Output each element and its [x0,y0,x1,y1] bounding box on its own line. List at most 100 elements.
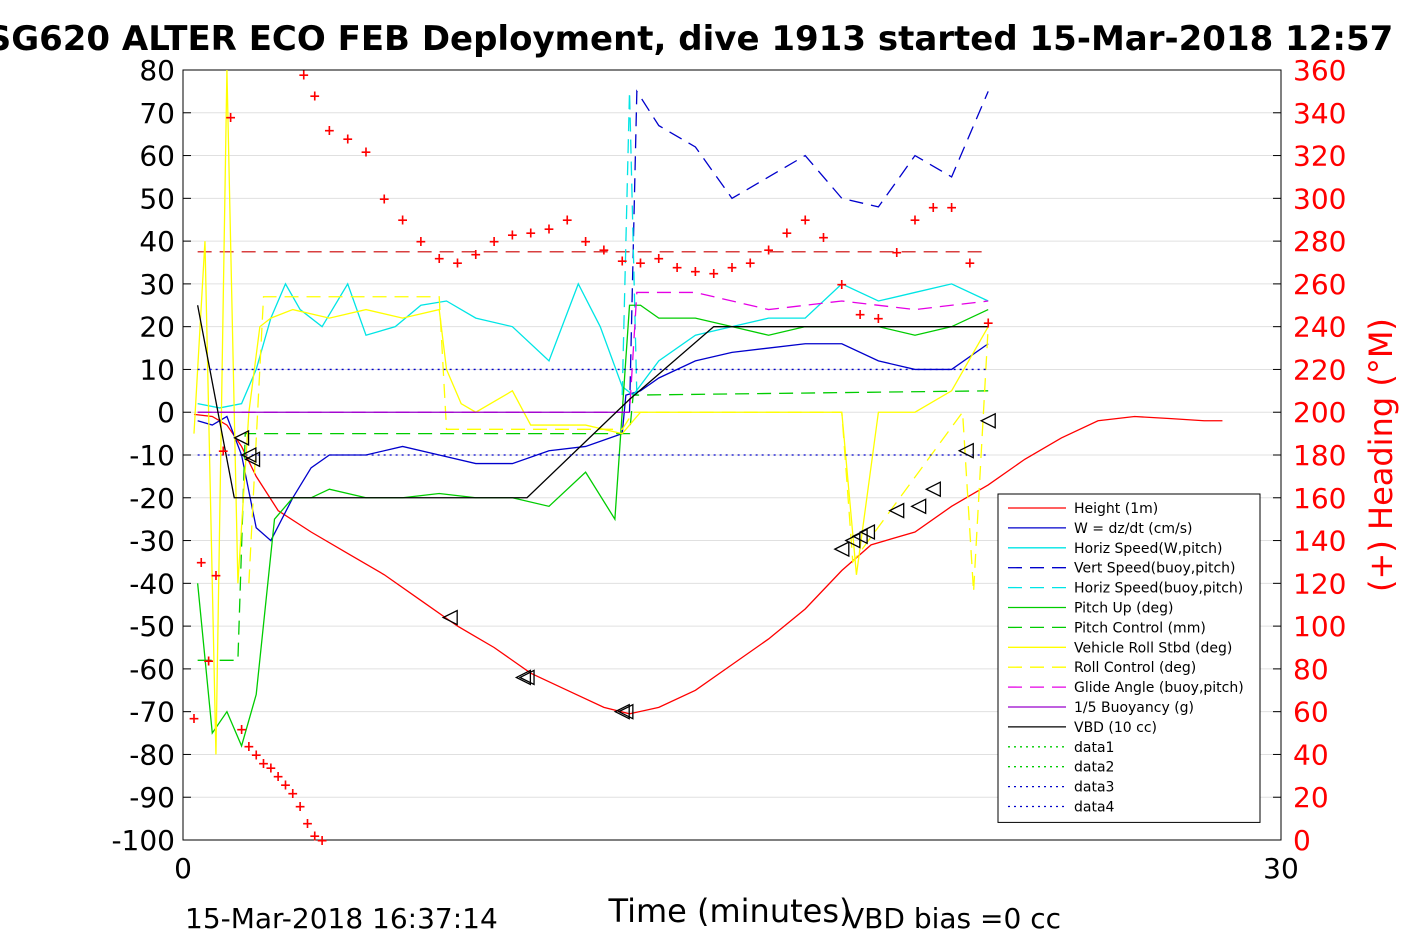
y-axis-left: 80 70 60 50 40 30 20 10 0 -10 -20 -30 -40 -50 -60 -70 -8… [111,54,191,857]
legend-entry: Height (1m) [1074,501,1158,517]
heading-point: + [799,213,811,229]
y-tick-label: 40 [139,225,175,258]
heading-point: + [708,266,720,282]
legend-entry: Pitch Up (deg) [1074,601,1173,617]
y-right-tick-label: 200 [1293,396,1346,429]
heading-point: + [210,568,222,584]
legend-entry: Glide Angle (buoy,pitch) [1074,680,1244,696]
heading-point: + [309,89,321,105]
y-right-tick-label: 40 [1293,738,1329,771]
y-tick-label: 30 [139,268,175,301]
heading-point: + [561,213,573,229]
heading-point: + [258,756,270,772]
y-right-tick-label: 60 [1293,696,1329,729]
y-tick-label: -40 [129,567,175,600]
heading-point: + [598,243,610,259]
y-right-tick-label: 360 [1293,54,1346,87]
heading-point: + [250,747,262,763]
series-line-5 [196,304,989,748]
heading-point: + [188,711,200,727]
y-right-tick-label: 0 [1293,824,1311,857]
heading-point: + [360,144,372,160]
x-tick-label: 0 [174,852,192,885]
heading-point: + [280,777,292,793]
heading-point: + [854,307,866,323]
heading-point: + [744,256,756,272]
heading-point: + [671,260,683,276]
y-tick-label: -50 [129,610,175,643]
heading-point: + [433,251,445,267]
legend-entry: Roll Control (deg) [1074,660,1196,676]
legend-entry: VBD (10 cc) [1074,720,1157,736]
series-line-7 [193,69,989,755]
heading-point: + [927,200,939,216]
y-tick-label: 70 [139,97,175,130]
series-line-1 [197,343,989,542]
y-right-tick-label: 120 [1293,567,1346,600]
heading-point: + [653,251,665,267]
heading-point: + [470,247,482,263]
y-tick-label: 50 [139,182,175,215]
heading-point: + [946,200,958,216]
y-tick-label: -60 [129,653,175,686]
heading-points: +++++++++++++++++++++++++++ +++ + + +++++ + ++… [188,67,994,849]
triangle-marker [617,703,634,720]
series-layer [193,69,1223,755]
legend-entry: data2 [1074,760,1114,776]
y-right-tick-label: 20 [1293,781,1329,814]
heading-point: + [580,234,592,250]
triangle-marker [910,498,927,515]
legend-entry: data1 [1074,740,1114,756]
legend-entry: Vert Speed(buoy,pitch) [1074,561,1236,577]
y-tick-label: -10 [129,439,175,472]
triangle-marker [833,541,850,558]
heading-point: + [243,739,255,755]
heading-point: + [543,221,555,237]
y-right-tick-label: 240 [1293,311,1346,344]
triangle-marker [924,481,941,498]
heading-point: + [415,234,427,250]
y-right-tick-label: 180 [1293,439,1346,472]
y-tick-label: -80 [129,738,175,771]
legend-entry: W = dz/dt (cm/s) [1074,521,1193,537]
triangle-marker [518,669,535,686]
heading-point: + [488,234,500,250]
y-axis-right: 3603403203002802602402202001801601401201… [1273,54,1346,857]
heading-point: + [982,315,994,331]
series-line-2 [197,282,989,409]
heading-point: + [287,786,299,802]
legend-entry: Vehicle Roll Stbd (deg) [1074,640,1232,656]
triangle-marker [851,528,868,545]
triangle-marker [441,609,458,626]
heading-point: + [690,264,702,280]
heading-point: + [635,256,647,272]
heading-point: + [525,226,537,242]
y-tick-label: -100 [111,824,175,857]
legend-entry: Pitch Control (mm) [1074,620,1206,636]
legend-entry: Horiz Speed(buoy,pitch) [1074,581,1243,597]
y-tick-label: -70 [129,696,175,729]
heading-point: + [873,311,885,327]
heading-point: + [397,213,409,229]
heading-point: + [272,769,284,785]
heading-point: + [265,760,277,776]
triangle-marker [844,532,861,549]
legend: Height (1m) W = dz/dt (cm/s) Horiz Speed(W… [997,493,1261,823]
y-right-tick-label: 260 [1293,268,1346,301]
y-right-tick-label: 160 [1293,482,1346,515]
series-line-4 [621,91,638,396]
triangle-marker [514,669,532,686]
heading-point: + [891,245,903,261]
triangle-marker [613,703,630,720]
heading-point: + [836,277,848,293]
y-right-tick-label: 320 [1293,140,1346,173]
heading-point: + [781,226,793,242]
heading-point: + [763,243,775,259]
y-tick-label: 60 [139,140,175,173]
triangle-marker [858,523,876,541]
chart-title: SG620 ALTER ECO FEB Deployment, dive 191… [0,19,1393,59]
heading-point: + [616,253,628,269]
footer-timestamp: 15-Mar-2018 16:37:14 [185,902,498,935]
heading-point: + [818,230,830,246]
